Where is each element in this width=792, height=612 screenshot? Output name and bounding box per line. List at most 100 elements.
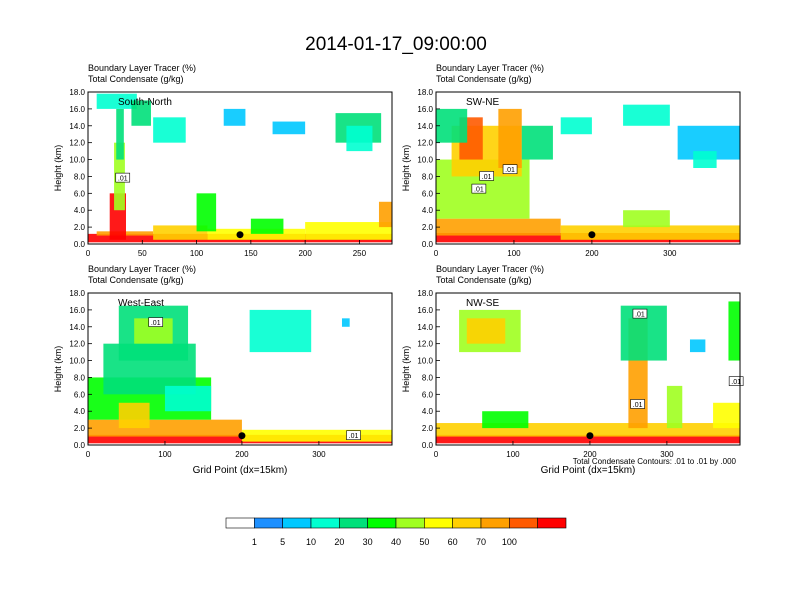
location-dot (238, 432, 246, 440)
panel-3: .01 .01 0.0 2.0 4.0 6.0 8.0 10.0 12.0 14.0 16.0 18.… (53, 264, 393, 476)
heatmap-cell (305, 222, 392, 240)
y-tick-label: 2.0 (422, 223, 434, 232)
heatmap-cell (249, 309, 312, 353)
y-tick-label: 4.0 (74, 206, 86, 215)
contour-label: .01 (635, 312, 645, 319)
y-tick-label: 6.0 (74, 189, 86, 198)
contour-label-box (728, 376, 744, 386)
y-tick-label: 12.0 (69, 139, 85, 148)
y-tick-label: 2.0 (74, 223, 86, 232)
colorbar-swatch (395, 517, 425, 529)
y-tick-label: 8.0 (74, 172, 86, 181)
panel-1: .01 0.0 2.0 4.0 6.0 8.0 10.0 12.0 14.0 16.0 18.0 0 5… (53, 63, 393, 258)
y-tick-label: 4.0 (422, 407, 434, 416)
panel-title-line1: Boundary Layer Tracer (%) (88, 264, 196, 274)
x-tick-label: 0 (434, 249, 439, 258)
y-tick-label: 16.0 (417, 306, 433, 315)
y-tick-label: 10.0 (69, 357, 85, 366)
x-tick-label: 100 (190, 249, 204, 258)
panel-label: South-North (118, 97, 172, 108)
y-axis-label: Height (km) (401, 346, 411, 393)
heatmap-cell (560, 117, 592, 135)
y-tick-label: 4.0 (74, 407, 86, 416)
y-tick-label: 12.0 (417, 340, 433, 349)
colorbar-label: 60 (448, 537, 458, 547)
y-tick-label: 2.0 (422, 424, 434, 433)
colorbar-swatch (480, 517, 510, 529)
panel-title-line1: Boundary Layer Tracer (%) (436, 264, 544, 274)
y-tick-label: 10.0 (417, 357, 433, 366)
colorbar-swatch (452, 517, 482, 529)
colorbar-swatch (537, 517, 567, 529)
heatmap-cells (436, 301, 740, 444)
heatmap-cell (728, 301, 740, 361)
figure-title: 2014-01-17_09:00:00 (305, 34, 487, 55)
contour-label: .01 (731, 379, 741, 386)
contour-label-box (148, 317, 164, 327)
contour-label: .01 (349, 433, 359, 440)
x-tick-label: 300 (660, 450, 674, 459)
plot-frame (435, 91, 741, 245)
x-tick-label: 100 (506, 450, 520, 459)
x-axis-label: Grid Point (dx=15km) (541, 465, 636, 476)
heatmap-cell (666, 385, 683, 429)
heatmap-cell (436, 434, 740, 444)
x-tick-label: 200 (235, 450, 249, 459)
y-tick-label: 0.0 (74, 240, 86, 249)
y-tick-label: 8.0 (74, 373, 86, 382)
heatmap-cell (713, 402, 740, 429)
x-tick-label: 200 (298, 249, 312, 258)
y-tick-label: 12.0 (69, 340, 85, 349)
colorbar-label: 30 (363, 537, 373, 547)
location-dot (586, 432, 594, 440)
heatmap-cell (241, 429, 392, 442)
x-tick-label: 200 (583, 450, 597, 459)
panel-label: West-East (118, 298, 164, 309)
x-tick-label: 300 (312, 450, 326, 459)
x-axis-label: Grid Point (dx=15km) (193, 465, 288, 476)
heatmap-cell (272, 121, 306, 135)
panel-title-line1: Boundary Layer Tracer (%) (88, 63, 196, 73)
x-tick-label: 100 (158, 450, 172, 459)
heatmap-cell (689, 339, 706, 353)
location-dot (588, 231, 596, 239)
heatmap-cells (88, 305, 392, 444)
y-tick-label: 0.0 (422, 441, 434, 450)
contour-label: .01 (474, 187, 484, 194)
location-dot (236, 231, 244, 239)
contour-label: .01 (118, 176, 128, 183)
heatmap-cell (164, 385, 212, 412)
colorbar-swatch (424, 517, 453, 529)
plot-frame (435, 292, 741, 446)
heatmap-cell (96, 93, 137, 109)
y-tick-label: 14.0 (417, 323, 433, 332)
panel-title-line1: Boundary Layer Tracer (%) (436, 63, 544, 73)
contour-footnote: Total Condensate Contours: .01 to .01 by… (573, 457, 737, 466)
heatmap-cell (88, 419, 242, 437)
y-tick-label: 8.0 (422, 373, 434, 382)
x-tick-label: 200 (585, 249, 599, 258)
heatmap-cell (341, 318, 350, 327)
plot-frame (87, 91, 393, 245)
y-tick-label: 0.0 (422, 240, 434, 249)
contour-label-box (630, 399, 645, 409)
colorbar: 1 5 10 20 30 40 50 60 70 100 (225, 517, 567, 547)
x-tick-label: 0 (86, 450, 91, 459)
panel-title-line2: Total Condensate (g/kg) (88, 275, 184, 285)
heatmap-cell (118, 402, 150, 429)
panel-title-line2: Total Condensate (g/kg) (436, 275, 532, 285)
heatmap-cell (346, 125, 373, 152)
panel-2: .01 .01 .01 0.0 2.0 4.0 6.0 8.0 10.0 12.0 14.0 16.0… (401, 63, 741, 258)
y-tick-label: 6.0 (74, 390, 86, 399)
y-tick-label: 16.0 (69, 105, 85, 114)
y-tick-label: 10.0 (417, 156, 433, 165)
x-tick-label: 150 (244, 249, 258, 258)
heatmap-cell (436, 108, 468, 143)
heatmap-cell (623, 104, 670, 126)
y-tick-label: 18.0 (69, 289, 85, 298)
contour-label: .01 (505, 167, 515, 174)
heatmap-cell (466, 318, 506, 344)
y-tick-label: 14.0 (69, 122, 85, 131)
heatmap-cell (207, 228, 306, 240)
